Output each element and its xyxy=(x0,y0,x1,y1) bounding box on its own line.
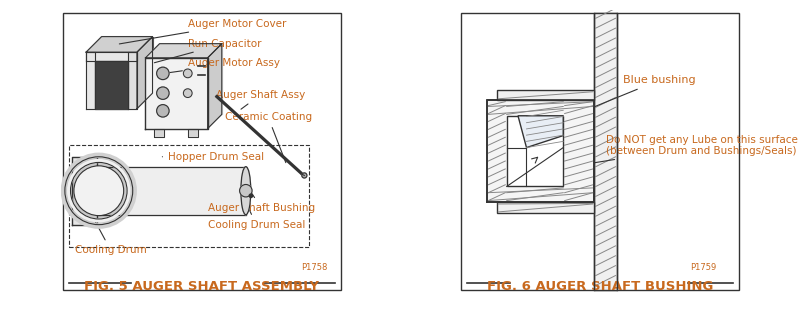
Text: Do NOT get any Lube on this surface
(between Drum and Bushings/Seals): Do NOT get any Lube on this surface (bet… xyxy=(538,135,798,172)
Polygon shape xyxy=(86,52,94,109)
Circle shape xyxy=(302,173,307,178)
Polygon shape xyxy=(137,37,153,109)
Circle shape xyxy=(157,67,169,80)
Bar xyxy=(497,90,594,100)
Polygon shape xyxy=(208,44,222,128)
Text: Auger Motor Cover: Auger Motor Cover xyxy=(119,19,286,44)
Circle shape xyxy=(183,89,192,98)
Text: P1759: P1759 xyxy=(690,263,717,272)
Text: P1758: P1758 xyxy=(301,263,327,272)
Bar xyxy=(594,13,617,290)
Polygon shape xyxy=(154,128,164,137)
Polygon shape xyxy=(146,44,222,58)
Bar xyxy=(487,100,594,202)
Polygon shape xyxy=(188,128,198,137)
Text: FIG. 5 AUGER SHAFT ASSEMBLY: FIG. 5 AUGER SHAFT ASSEMBLY xyxy=(85,280,319,293)
Text: Auger Motor Assy: Auger Motor Assy xyxy=(167,58,280,73)
Polygon shape xyxy=(159,44,222,114)
Text: FIG. 6 AUGER SHAFT BUSHING: FIG. 6 AUGER SHAFT BUSHING xyxy=(487,280,713,293)
Ellipse shape xyxy=(241,167,250,215)
Text: Auger Shaft Assy: Auger Shaft Assy xyxy=(216,90,306,109)
Polygon shape xyxy=(86,52,137,61)
Text: Cooling Drum Seal: Cooling Drum Seal xyxy=(208,199,305,230)
Text: Hopper Drum Seal: Hopper Drum Seal xyxy=(162,152,264,162)
Text: Blue bushing: Blue bushing xyxy=(549,75,695,125)
Polygon shape xyxy=(129,52,137,109)
Bar xyxy=(69,146,310,247)
Polygon shape xyxy=(518,116,563,148)
Polygon shape xyxy=(146,58,208,128)
Circle shape xyxy=(183,69,192,78)
Bar xyxy=(506,116,563,187)
Circle shape xyxy=(250,194,253,198)
Text: Cooling Drum: Cooling Drum xyxy=(74,220,146,255)
Polygon shape xyxy=(102,37,153,93)
Circle shape xyxy=(157,87,169,99)
Polygon shape xyxy=(72,157,98,225)
Bar xyxy=(497,202,594,213)
Polygon shape xyxy=(94,61,129,109)
Polygon shape xyxy=(98,167,246,215)
Text: Ceramic Coating: Ceramic Coating xyxy=(225,112,312,163)
Text: Run Capacitor: Run Capacitor xyxy=(154,39,262,63)
Circle shape xyxy=(157,105,169,117)
Circle shape xyxy=(240,185,252,197)
Polygon shape xyxy=(86,37,153,52)
Circle shape xyxy=(74,167,123,215)
Text: Auger Shaft Bushing: Auger Shaft Bushing xyxy=(208,189,314,213)
Circle shape xyxy=(65,157,133,225)
